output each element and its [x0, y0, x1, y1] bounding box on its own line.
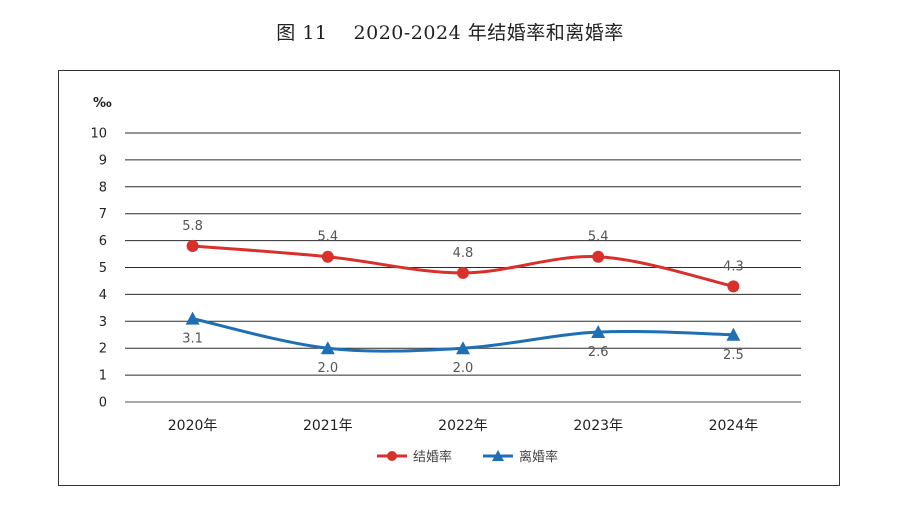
data-label: 4.8: [453, 246, 474, 261]
data-point-marker: [591, 325, 606, 339]
data-point-marker: [186, 239, 199, 252]
data-label: 3.1: [182, 332, 203, 347]
series-1: 5.8 5.4 4.8 5.4 4.3: [182, 219, 744, 293]
data-point-marker: [592, 250, 605, 263]
y-tick-label: 3: [99, 315, 107, 330]
data-point-marker: [726, 327, 741, 341]
x-tick-label: 2022年: [438, 418, 488, 434]
series-2: 3.1 2.0 2.0 2.6 2.5: [182, 311, 744, 376]
data-point-marker: [456, 341, 470, 355]
y-tick-label: 7: [99, 207, 107, 222]
x-tick-label: 2024年: [709, 418, 759, 434]
y-tick-label: 8: [99, 180, 107, 195]
y-tick-label: 5: [99, 261, 107, 276]
data-label: 2.0: [453, 361, 474, 376]
data-point-marker: [320, 341, 335, 355]
x-tick-label: 2021年: [303, 418, 353, 434]
legend: 结婚率 离婚率: [377, 449, 558, 465]
data-label: 5.4: [588, 230, 609, 245]
series-layer: 5.8 5.4 4.8 5.4 4.3 3.1 2.0 2.0 2.6 2.5: [182, 219, 743, 376]
y-tick-label: 10: [90, 127, 107, 142]
legend-item-1: 结婚率: [377, 449, 452, 465]
y-tick-label: 9: [99, 153, 107, 168]
data-label: 2.0: [317, 361, 338, 376]
data-point-marker: [185, 311, 200, 325]
data-label: 5.4: [317, 230, 338, 245]
legend-label: 离婚率: [519, 449, 558, 465]
data-label: 4.3: [723, 259, 744, 274]
data-point-marker: [321, 250, 334, 263]
y-tick-label: 4: [99, 288, 107, 303]
data-point-marker: [727, 280, 740, 293]
data-label: 2.5: [723, 348, 744, 363]
y-axis-unit: ‰: [93, 96, 112, 111]
legend-item-2: 离婚率: [483, 449, 558, 465]
legend-label: 结婚率: [413, 449, 452, 465]
y-tick-label: 6: [99, 234, 107, 249]
data-label: 2.6: [588, 345, 609, 360]
data-label: 5.8: [182, 219, 203, 234]
y-tick-label: 0: [99, 396, 107, 411]
line-chart: 0 1 2 3 4 5 6 7 8 9 10 ‰ 2020年 2021年 2022年 2023年 2024年…: [90, 96, 801, 465]
legend-marker: [492, 450, 504, 461]
legend-marker: [387, 451, 397, 461]
y-axis-ticks: 0 1 2 3 4 5 6 7 8 9 10: [90, 127, 107, 411]
x-axis-ticks: 2020年 2021年 2022年 2023年 2024年: [168, 418, 758, 434]
chart-frame: 0 1 2 3 4 5 6 7 8 9 10 ‰ 2020年 2021年 2022年 2023年 2024年…: [58, 70, 840, 486]
data-point-marker: [457, 266, 469, 279]
x-tick-label: 2020年: [168, 418, 218, 434]
figure-title: 图 11 2020-2024 年结婚率和离婚率: [276, 22, 624, 44]
x-tick-label: 2023年: [573, 418, 623, 434]
y-tick-label: 1: [99, 369, 107, 384]
y-tick-label: 2: [99, 342, 107, 357]
